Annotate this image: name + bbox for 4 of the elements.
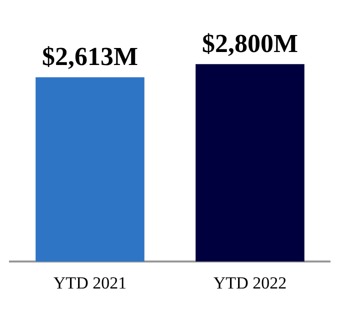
x-tick-label: YTD 2021 [53,273,127,292]
data-label: $2,613M [42,42,138,72]
data-label: $2,800M [202,28,298,58]
x-tick-label: YTD 2022 [213,273,287,292]
